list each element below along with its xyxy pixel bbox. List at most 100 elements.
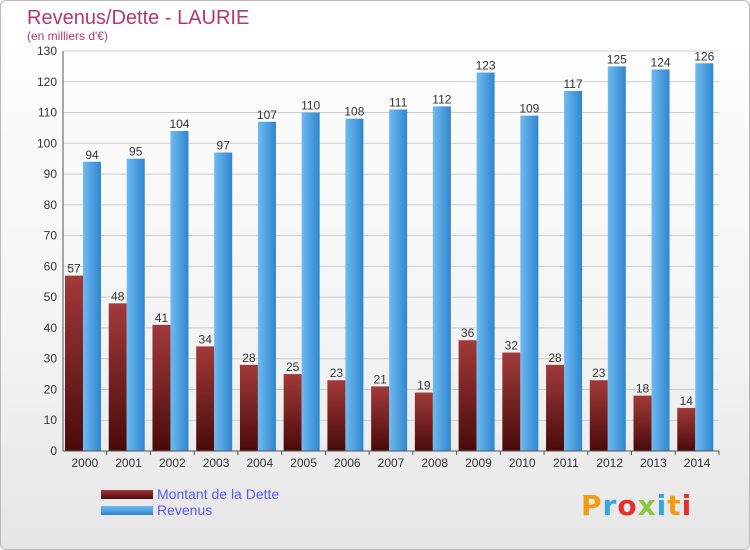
x-tick-label: 2003 xyxy=(203,456,230,470)
legend-swatch-revenus xyxy=(101,506,153,515)
legend-label-debt: Montant de la Dette xyxy=(157,486,280,502)
x-tick-label: 2013 xyxy=(640,456,667,470)
y-tick-label: 80 xyxy=(44,198,58,212)
proxiti-logo: Proxiti xyxy=(581,489,692,522)
y-tick-label: 60 xyxy=(44,259,58,273)
bar-debt-2008 xyxy=(414,392,433,451)
x-tick-label: 2007 xyxy=(378,456,405,470)
bar-revenus-2001 xyxy=(126,158,145,451)
logo-letter: t xyxy=(667,489,682,522)
x-tick-label: 2009 xyxy=(465,456,492,470)
bar-debt-2000 xyxy=(65,275,83,451)
bar-revenus-2011 xyxy=(564,91,583,451)
x-tick-label: 2006 xyxy=(334,456,361,470)
bar-revenus-2003 xyxy=(214,152,233,452)
y-tick-label: 100 xyxy=(37,136,57,150)
y-tick-label: 0 xyxy=(50,444,57,458)
y-tick-label: 70 xyxy=(44,229,58,243)
data-label-revenus: 126 xyxy=(694,49,714,63)
x-tick-label: 2008 xyxy=(421,456,448,470)
bar-debt-2003 xyxy=(196,346,215,451)
data-label-revenus: 108 xyxy=(344,105,364,119)
y-tick-label: 120 xyxy=(37,75,57,89)
data-label-debt: 21 xyxy=(373,372,387,386)
x-tick-label: 2014 xyxy=(684,456,711,470)
y-tick-label: 30 xyxy=(44,352,58,366)
bar-debt-2009 xyxy=(458,340,477,451)
chart-title: Revenus/Dette - LAURIE xyxy=(27,7,250,29)
logo-letter: P xyxy=(581,489,603,522)
data-label-debt: 25 xyxy=(286,360,300,374)
y-tick-label: 130 xyxy=(37,44,57,58)
logo-letter: o xyxy=(617,489,638,522)
bar-revenus-2006 xyxy=(345,118,364,451)
data-label-revenus: 94 xyxy=(85,148,99,162)
x-tick-label: 2012 xyxy=(596,456,623,470)
x-tick-label: 2011 xyxy=(553,456,579,470)
bar-debt-2006 xyxy=(327,380,346,451)
bar-debt-2010 xyxy=(502,352,521,451)
bar-debt-2007 xyxy=(371,386,390,451)
x-tick-label: 2001 xyxy=(115,456,142,470)
data-label-revenus: 109 xyxy=(519,102,539,116)
bar-debt-2001 xyxy=(108,303,127,451)
data-label-debt: 28 xyxy=(548,351,562,365)
data-label-debt: 34 xyxy=(199,332,213,346)
y-tick-label: 20 xyxy=(44,382,58,396)
logo-letter: i xyxy=(656,489,668,522)
data-label-revenus: 112 xyxy=(432,92,451,106)
data-label-debt: 18 xyxy=(636,382,650,396)
data-label-revenus: 117 xyxy=(563,77,582,91)
logo-letter: x xyxy=(637,489,657,522)
x-tick-label: 2010 xyxy=(509,456,536,470)
bar-revenus-2008 xyxy=(432,106,451,451)
y-tick-label: 90 xyxy=(44,167,58,181)
data-label-debt: 57 xyxy=(67,262,81,276)
x-tick-label: 2002 xyxy=(159,456,186,470)
bar-debt-2014 xyxy=(677,407,696,451)
data-label-revenus: 125 xyxy=(607,52,627,66)
x-tick-label: 2000 xyxy=(72,456,99,470)
data-label-debt: 23 xyxy=(330,366,344,380)
legend-label-revenus: Revenus xyxy=(157,502,213,518)
data-label-revenus: 110 xyxy=(301,99,320,113)
bar-revenus-2007 xyxy=(389,109,408,451)
bar-debt-2004 xyxy=(239,364,258,451)
legend-swatch-debt xyxy=(101,490,153,499)
y-tick-label: 40 xyxy=(44,321,58,335)
bar-debt-2005 xyxy=(283,374,302,451)
data-label-debt: 28 xyxy=(242,351,256,365)
bar-revenus-2013 xyxy=(651,69,670,451)
y-tick-label: 50 xyxy=(44,290,58,304)
x-tick-label: 2005 xyxy=(290,456,317,470)
data-label-revenus: 124 xyxy=(651,55,671,69)
data-label-debt: 14 xyxy=(680,394,694,408)
y-tick-label: 10 xyxy=(44,413,58,427)
bar-debt-2011 xyxy=(546,364,565,451)
data-label-revenus: 95 xyxy=(129,145,143,159)
data-label-debt: 36 xyxy=(461,326,475,340)
data-label-revenus: 111 xyxy=(389,95,408,109)
bar-revenus-2000 xyxy=(83,161,101,451)
data-label-debt: 23 xyxy=(592,366,606,380)
y-tick-label: 110 xyxy=(38,106,57,120)
bar-debt-2013 xyxy=(633,395,652,451)
chart-subtitle: (en milliers d'€) xyxy=(27,29,108,43)
bar-revenus-2012 xyxy=(607,66,626,451)
data-label-debt: 19 xyxy=(417,379,431,393)
logo-letter: i xyxy=(681,489,693,522)
bar-revenus-2002 xyxy=(170,131,189,451)
data-label-revenus: 97 xyxy=(217,139,231,153)
data-label-revenus: 104 xyxy=(169,117,189,131)
bar-revenus-2010 xyxy=(520,115,539,451)
bar-revenus-2005 xyxy=(301,112,320,452)
logo-letter: r xyxy=(602,489,618,522)
data-label-revenus: 107 xyxy=(257,108,277,122)
data-label-revenus: 123 xyxy=(476,59,496,73)
bar-debt-2002 xyxy=(152,324,171,451)
data-label-debt: 48 xyxy=(111,289,125,303)
data-label-debt: 41 xyxy=(155,311,169,325)
x-tick-label: 2004 xyxy=(246,456,273,470)
